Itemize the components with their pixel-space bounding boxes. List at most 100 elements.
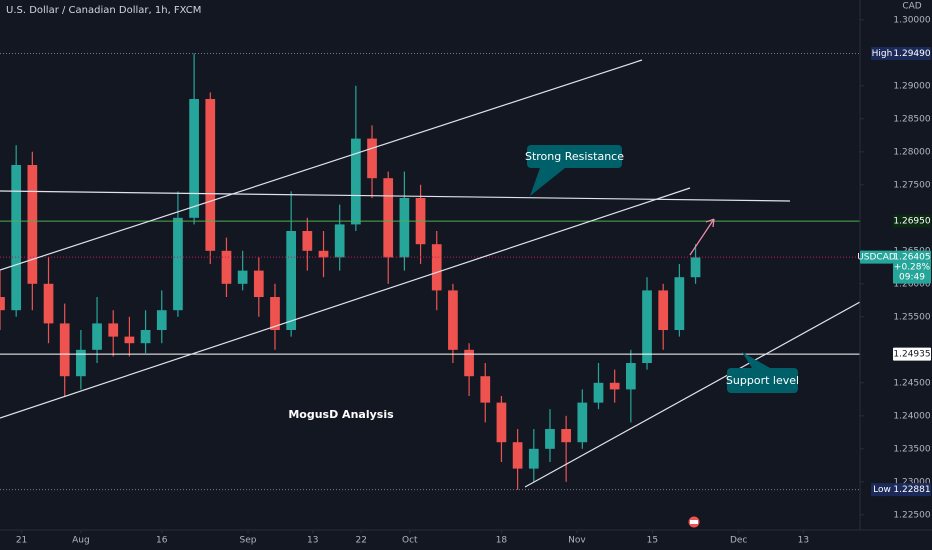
candle-body — [448, 290, 458, 350]
projection-arrow — [689, 218, 715, 256]
callout-box — [727, 368, 798, 393]
drawings — [0, 59, 919, 488]
candle-body — [253, 270, 264, 298]
candle-body — [464, 349, 474, 377]
chart-title: U.S. Dollar / Canadian Dollar, 1h, FXCM — [6, 5, 201, 16]
candle-body — [0, 297, 5, 311]
candle-body — [642, 290, 652, 364]
support-trendline — [524, 269, 919, 488]
axis-layer: 1.300001.290001.285001.280001.275001.265… — [16, 15, 931, 546]
x-tick-label: 15 — [647, 536, 658, 546]
candle-body — [480, 376, 491, 403]
currency-label: CAD — [902, 2, 921, 12]
price-name-box — [871, 483, 893, 497]
price-label: 1.26405 — [893, 253, 930, 263]
price-label-box — [893, 250, 931, 284]
price-name: USDCAD — [857, 253, 896, 263]
price-label: 1.26950 — [893, 217, 930, 227]
candle-body — [270, 297, 280, 331]
candle-body — [318, 250, 329, 258]
y-tick-label: 1.28500 — [893, 114, 930, 124]
candle-body — [108, 323, 119, 337]
candle-body — [237, 270, 248, 284]
candle-body — [399, 198, 410, 258]
candle-body — [43, 283, 54, 324]
candle-body — [593, 382, 604, 403]
x-tick-label: Sep — [240, 536, 257, 546]
plot-area — [0, 52, 860, 491]
channel-upper — [0, 59, 643, 271]
watermark: MogusD Analysis — [288, 408, 394, 421]
price-name-box — [871, 46, 893, 60]
callout-text: Support level — [726, 374, 799, 387]
candle-body — [367, 138, 377, 179]
candle-body — [496, 402, 507, 443]
candle-body — [140, 330, 151, 344]
candle-body — [625, 363, 636, 390]
candle-body — [351, 138, 361, 225]
candle-body — [383, 178, 394, 258]
x-tick-label: Nov — [568, 536, 586, 546]
price-label-box — [893, 347, 931, 361]
callout-resistance: Strong Resistance — [525, 145, 624, 196]
callout-text: Strong Resistance — [525, 150, 624, 163]
candle-body — [59, 323, 70, 377]
y-tick-label: 1.28000 — [893, 147, 930, 157]
y-tick-label: 1.30000 — [893, 15, 930, 25]
candle-body — [11, 165, 22, 311]
candle-body — [674, 277, 685, 331]
candle-body — [690, 257, 701, 278]
candle-body — [334, 224, 345, 258]
candle-body — [92, 323, 102, 350]
x-tick-label: Oct — [402, 536, 418, 546]
callout-pointer — [530, 168, 565, 196]
y-tick-label: 1.25500 — [893, 312, 930, 322]
y-tick-label: 1.24500 — [893, 378, 930, 388]
candle-body — [124, 336, 135, 344]
price-label: 1.29490 — [893, 49, 930, 59]
x-tick-label: 18 — [496, 536, 508, 546]
y-tick-label: 1.24000 — [893, 411, 930, 421]
price-label: 1.24935 — [893, 350, 930, 360]
price-name: Low — [873, 485, 891, 495]
callout-box — [527, 145, 622, 168]
candle-body — [577, 402, 588, 443]
price-name-box — [860, 250, 893, 264]
y-tick-label: 1.23000 — [893, 477, 930, 487]
x-tick-label: 13 — [798, 536, 809, 546]
candle-body — [156, 310, 167, 331]
candle-body — [431, 244, 442, 291]
y-tick-label: 1.22500 — [893, 510, 930, 520]
candle-body — [512, 442, 523, 469]
candle-body — [528, 448, 539, 469]
x-tick-label: 16 — [156, 536, 168, 546]
x-tick-label: Dec — [730, 536, 747, 546]
candle-body — [189, 99, 199, 218]
price-label-box — [893, 214, 931, 228]
price-name: High — [872, 49, 893, 59]
price-change: +0.28% — [894, 263, 931, 273]
price-label-box — [893, 483, 931, 497]
x-tick-label: Aug — [72, 536, 90, 546]
candle-body — [173, 217, 183, 311]
y-tick-label: 1.26000 — [893, 279, 930, 289]
callout-pointer — [742, 352, 770, 368]
event-icon-glyph — [690, 520, 698, 524]
candle-body — [658, 290, 669, 331]
x-tick-label: 21 — [16, 536, 27, 546]
candle-body — [286, 231, 297, 331]
bar-countdown: 09:49 — [899, 273, 925, 283]
candle-body — [302, 231, 313, 251]
price-label: 1.22881 — [893, 485, 930, 495]
resistance-line — [0, 190, 791, 202]
y-tick-label: 1.27500 — [893, 180, 930, 190]
y-tick-label: 1.23500 — [893, 444, 930, 454]
candle-body — [545, 429, 555, 449]
candle-body — [221, 250, 232, 284]
candle-body — [561, 429, 571, 443]
price-label-box — [893, 46, 931, 60]
callout-support: Support level — [726, 352, 799, 393]
candle-body — [27, 165, 38, 284]
